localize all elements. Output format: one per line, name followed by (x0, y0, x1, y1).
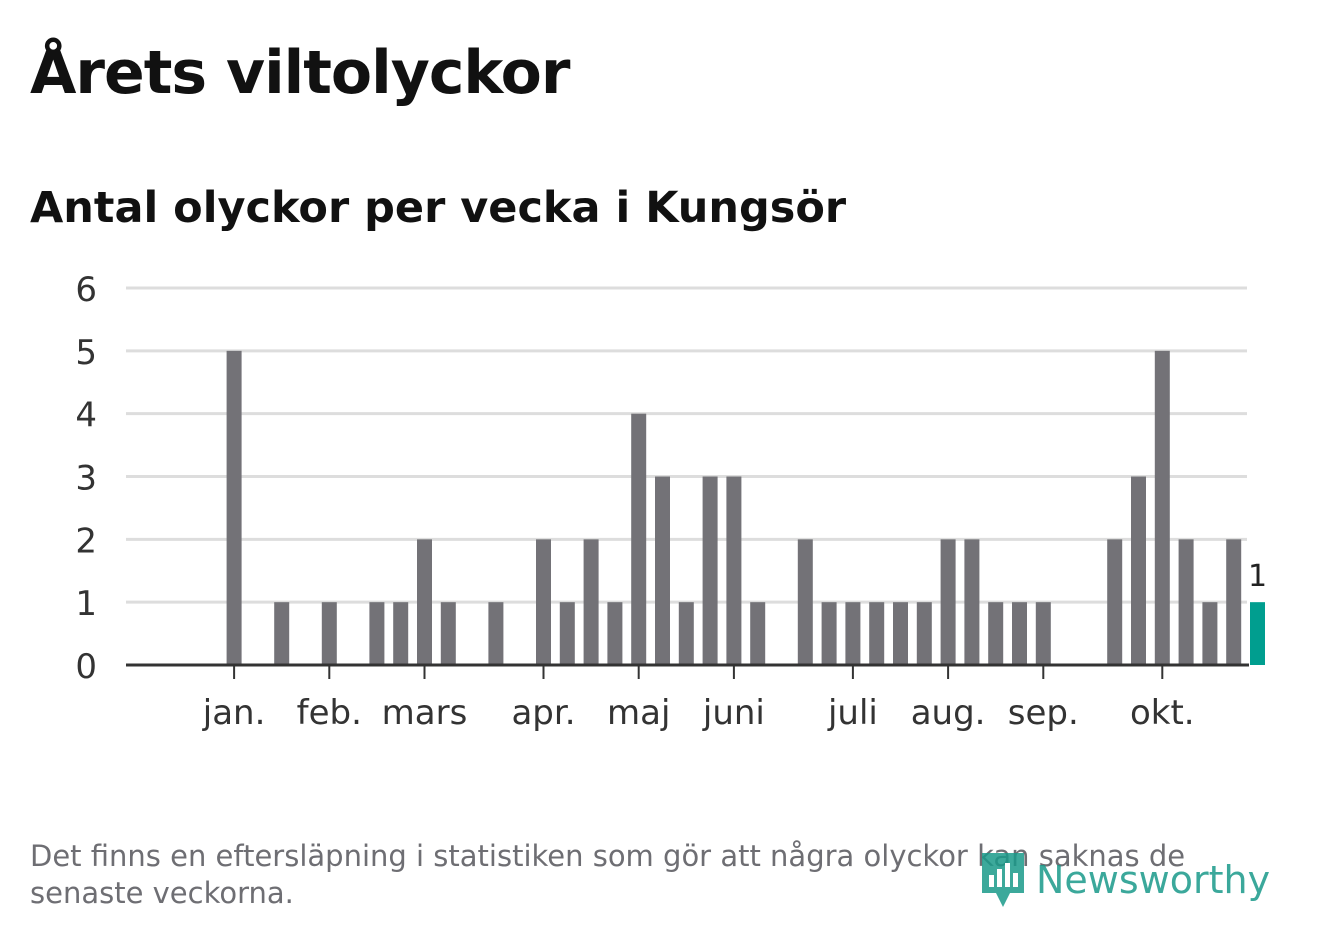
grid-lines (126, 286, 1247, 604)
x-tick-label: sep. (1008, 693, 1079, 733)
bar (1131, 476, 1146, 665)
newsworthy-logo: Newsworthy (978, 848, 1270, 912)
bar (417, 539, 432, 665)
chart-subtitle: Antal olyckor per vecka i Kungsör (30, 183, 847, 233)
bar (869, 602, 885, 665)
bar (393, 602, 409, 665)
bar (750, 602, 766, 665)
y-tick-label: 4 (75, 396, 97, 436)
x-tick-label: jan. (202, 693, 266, 733)
x-tick-label: juli (827, 693, 878, 733)
y-tick-label: 2 (75, 521, 97, 561)
bar (797, 539, 813, 665)
bar (559, 602, 575, 665)
bar (488, 602, 504, 665)
x-tick-label: aug. (911, 693, 986, 733)
x-axis-ticks: jan. feb. mars apr. maj juni juli aug. sep. okt. (202, 665, 1195, 733)
bar (1012, 602, 1027, 665)
data-label-latest: 1 (1248, 559, 1267, 594)
bar (702, 476, 718, 665)
bar (655, 476, 670, 665)
y-axis-ticks: 0 1 2 3 4 5 6 (75, 270, 97, 687)
bar (631, 413, 647, 665)
bar (964, 539, 980, 665)
bar (916, 602, 932, 665)
bar (940, 539, 956, 665)
x-tick-label: maj (607, 693, 670, 733)
y-tick-label: 0 (75, 647, 97, 687)
brand-name: Newsworthy (1036, 858, 1271, 902)
bar (369, 602, 385, 665)
x-tick-label: juni (702, 693, 765, 733)
y-tick-label: 5 (75, 333, 97, 373)
x-tick-label: apr. (511, 693, 575, 733)
bar (1035, 602, 1051, 665)
bar (440, 602, 456, 665)
y-tick-label: 6 (75, 270, 97, 310)
bar (1107, 539, 1123, 665)
y-tick-label: 3 (75, 459, 97, 499)
bar-latest-week (1250, 602, 1265, 665)
x-tick-label: mars (382, 693, 468, 733)
bar (274, 602, 290, 665)
bar (583, 539, 599, 665)
bar (893, 602, 908, 665)
bar (1178, 539, 1194, 665)
bar (226, 350, 242, 665)
data-labels: 1 (1248, 559, 1267, 594)
x-tick-label: okt. (1130, 693, 1195, 733)
bar (726, 476, 742, 665)
bar (1154, 350, 1170, 665)
bar-chart: 0 1 2 3 4 5 6 jan. feb. mars apr. maj juni juli aug. s… (75, 270, 1267, 733)
newsworthy-logo-icon (982, 853, 1024, 907)
bar (1226, 539, 1242, 665)
x-tick-label: feb. (297, 693, 362, 733)
bar (536, 539, 551, 665)
bar (678, 602, 694, 665)
y-tick-label: 1 (75, 584, 97, 624)
bar (321, 602, 337, 665)
bar (845, 602, 861, 665)
chart-title: Årets viltolyckor (30, 38, 570, 108)
bar (821, 602, 837, 665)
bar (1202, 602, 1218, 665)
bar (988, 602, 1004, 665)
bar (607, 602, 623, 665)
bars (226, 350, 1265, 665)
